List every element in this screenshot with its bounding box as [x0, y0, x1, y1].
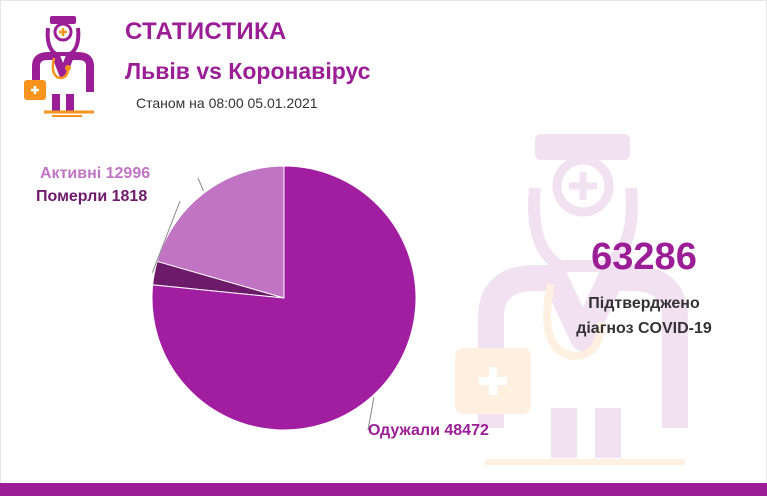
pie-label-2: Одужали 48472 — [368, 422, 489, 439]
pie-label-1: Померли 1818 — [36, 188, 147, 205]
doctor-mascot-icon — [24, 16, 94, 117]
confirmed-label-line2: діагноз COVID-19 — [576, 320, 712, 337]
pie-leader-2 — [367, 397, 375, 431]
page-subtitle: Львів vs Коронавірус — [125, 58, 371, 84]
bottom-bar — [0, 483, 767, 496]
pie-slices — [151, 165, 417, 431]
doctor-mascot-watermark-icon — [455, 134, 688, 465]
page-title: СТАТИСТИКА — [125, 18, 287, 45]
pie-leader-1 — [151, 200, 181, 273]
pie-leader-lines — [151, 177, 375, 431]
confirmed-label: Підтверджено діагноз COVID-19 — [540, 291, 748, 341]
confirmed-total: 63286 — [591, 236, 697, 278]
pie-label-0: Активні 12996 — [40, 165, 150, 182]
confirmed-label-line1: Підтверджено — [588, 295, 700, 312]
pie-slice-2 — [151, 165, 417, 431]
pie-leader-0 — [197, 177, 204, 192]
as-of-date: Станом на 08:00 05.01.2021 — [136, 95, 318, 111]
pie-labels: Активні 12996 Померли 1818 Одужали 48472 — [36, 165, 489, 439]
